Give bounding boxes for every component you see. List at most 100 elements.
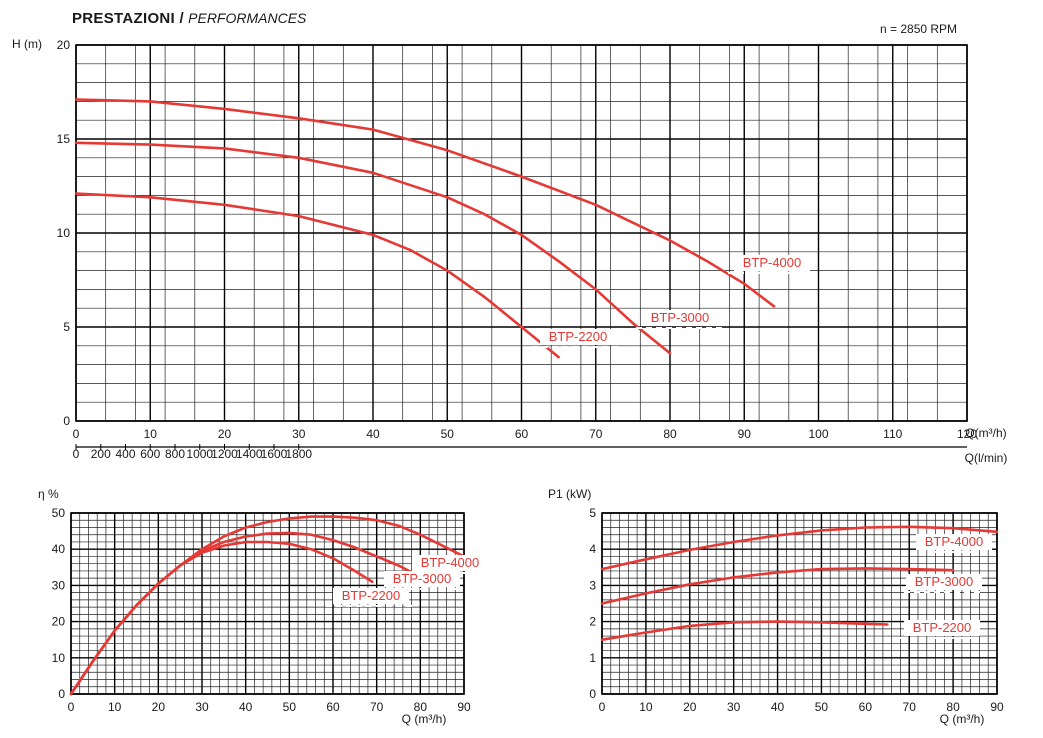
efficiency-x-tick-label: 30 — [195, 700, 209, 714]
head-x-tick-label: 100 — [808, 427, 828, 441]
power-series-label-bg — [904, 620, 980, 636]
power-y-axis-title: P1 (kW) — [548, 487, 591, 501]
head-x2-tick-label: 400 — [115, 447, 135, 461]
efficiency-x-axis-title: Q (m³/h) — [402, 712, 447, 726]
head-x2-tick-label: 800 — [165, 447, 185, 461]
efficiency-y-tick-label: 40 — [52, 542, 66, 556]
head-series-label: BTP-2200 — [549, 329, 608, 344]
power-series-label-bg — [916, 534, 992, 550]
efficiency-x-tick-label: 0 — [68, 700, 75, 714]
power-x-tick-label: 20 — [683, 700, 697, 714]
head-x2-tick-label: 1400 — [236, 447, 263, 461]
power-series-label-bg — [906, 574, 982, 590]
power-series-label: BTP-2200 — [913, 620, 972, 635]
efficiency-chart: 0 10 20 30 40 50 60 70 80 90 0 10 20 30 40 50 η % Q (m³/h… — [38, 487, 488, 726]
power-x-tick-label: 0 — [599, 700, 606, 714]
head-series-btp-4000 — [74, 98, 776, 308]
head-y-tick-label: 0 — [63, 414, 70, 428]
head-y-tick-label: 20 — [57, 38, 71, 52]
power-x-tick-label: 40 — [771, 700, 785, 714]
efficiency-x-tick-label: 60 — [326, 700, 340, 714]
efficiency-y-axis-title: η % — [38, 487, 59, 501]
power-x-tick-label: 70 — [903, 700, 917, 714]
efficiency-series-label-bg — [333, 588, 409, 604]
power-series-btp-2200 — [600, 620, 889, 641]
head-x2-axis-title: Q(l/min) — [965, 451, 1008, 465]
head-x-tick-label: 70 — [589, 427, 603, 441]
efficiency-series-btp-3000 — [69, 531, 418, 696]
power-x-axis-title: Q (m³/h) — [940, 712, 985, 726]
efficiency-y-tick-label: 10 — [52, 651, 66, 665]
head-x-tick-label: 80 — [663, 427, 677, 441]
head-x-axis-title: Q(m³/h) — [965, 426, 1006, 440]
efficiency-series-label-bg — [412, 555, 488, 571]
power-x-tick-label: 60 — [859, 700, 873, 714]
efficiency-x-tick-label: 90 — [457, 700, 471, 714]
page-title: PRESTAZIONI / PERFORMANCES — [72, 10, 306, 27]
head-x-tick-label: 0 — [73, 427, 80, 441]
power-series-label: BTP-4000 — [925, 534, 984, 549]
head-x-tick-label: 40 — [366, 427, 380, 441]
efficiency-series-label: BTP-4000 — [421, 555, 480, 570]
head-x-tick-label: 20 — [218, 427, 232, 441]
power-x-tick-label: 10 — [639, 700, 653, 714]
efficiency-series-label-bg — [384, 571, 460, 587]
head-y-tick-label: 15 — [57, 132, 71, 146]
head-plot-frame — [75, 44, 968, 422]
head-series-label-bg — [642, 310, 718, 326]
head-series-label: BTP-4000 — [743, 255, 802, 270]
head-series-btp-3000 — [74, 141, 672, 355]
head-series-label-bg — [734, 255, 810, 271]
power-series-btp-3000 — [600, 567, 955, 605]
efficiency-series-label: BTP-3000 — [393, 571, 452, 586]
efficiency-series-btp-4000 — [69, 515, 466, 696]
efficiency-y-tick-label: 30 — [52, 578, 66, 592]
power-x-tick-label: 80 — [946, 700, 960, 714]
efficiency-x-tick-label: 50 — [283, 700, 297, 714]
head-x-tick-label: 110 — [883, 427, 902, 441]
head-series-btp-2200 — [74, 192, 560, 359]
power-x-tick-label: 50 — [815, 700, 829, 714]
efficiency-y-tick-label: 50 — [52, 506, 66, 520]
efficiency-series-label: BTP-2200 — [342, 588, 401, 603]
head-x2-tick-label: 600 — [140, 447, 160, 461]
title-italic: PERFORMANCES — [188, 10, 307, 26]
efficiency-y-tick-label: 0 — [58, 687, 65, 701]
head-x2-tick-label: 1800 — [285, 447, 312, 461]
efficiency-x-tick-label: 20 — [152, 700, 166, 714]
head-series-label: BTP-3000 — [651, 310, 710, 325]
head-y-tick-label: 10 — [57, 226, 71, 240]
head-x2-tick-label: 200 — [91, 447, 111, 461]
head-x-tick-label: 30 — [292, 427, 306, 441]
head-x-tick-label: 90 — [738, 427, 752, 441]
power-x-tick-label: 90 — [990, 700, 1004, 714]
head-x-tick-label: 60 — [515, 427, 529, 441]
power-y-tick-label: 1 — [589, 651, 596, 665]
power-y-tick-label: 3 — [589, 578, 596, 592]
power-x-tick-label: 30 — [727, 700, 741, 714]
power-series-btp-4000 — [600, 525, 999, 571]
head-x-tick-label: 50 — [441, 427, 455, 441]
power-chart: 0 10 20 30 40 50 60 70 80 90 0 1 2 3 4 5 P1 (kW) Q (m³/h)… — [548, 487, 1004, 726]
power-series-label: BTP-3000 — [915, 574, 974, 589]
efficiency-series-btp-2200 — [69, 540, 374, 696]
head-y-tick-label: 5 — [63, 320, 70, 334]
efficiency-y-tick-label: 20 — [52, 615, 66, 629]
title-bold: PRESTAZIONI / — [72, 10, 184, 27]
head-y-axis-title: H (m) — [12, 37, 42, 51]
efficiency-plot-frame — [70, 512, 465, 695]
efficiency-x-tick-label: 40 — [239, 700, 253, 714]
head-x2-tick-label: 1600 — [261, 447, 288, 461]
head-series-label-bg — [540, 329, 616, 345]
efficiency-x-tick-label: 80 — [414, 700, 428, 714]
efficiency-x-tick-label: 10 — [108, 700, 122, 714]
power-y-tick-label: 4 — [589, 542, 596, 556]
head-x2-tick-label: 1200 — [211, 447, 238, 461]
power-y-tick-label: 5 — [589, 506, 596, 520]
efficiency-x-tick-label: 70 — [370, 700, 384, 714]
power-y-tick-label: 0 — [589, 687, 596, 701]
head-x-tick-label: 120 — [957, 427, 977, 441]
head-x2-tick-label: 0 — [73, 447, 80, 461]
